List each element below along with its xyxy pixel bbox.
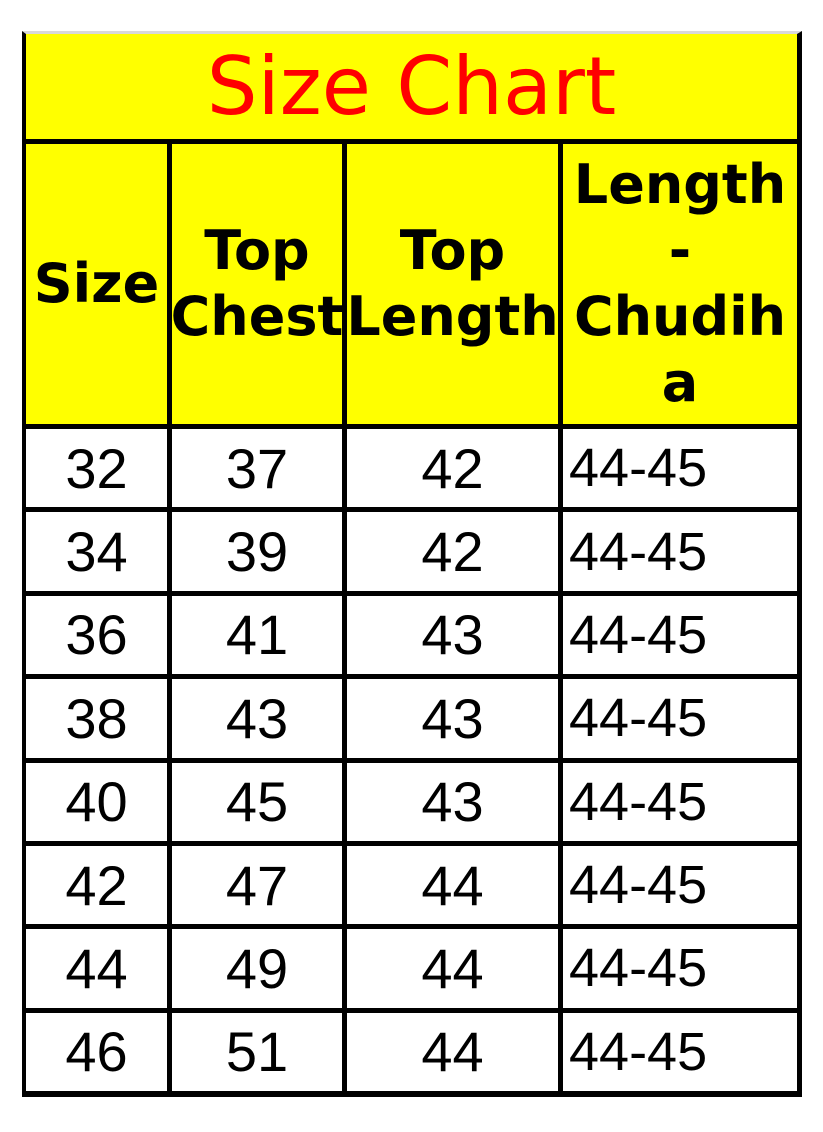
cell-top-length: 42 bbox=[347, 429, 558, 508]
column-header-top-chest: Top Chest bbox=[172, 144, 342, 424]
cell-top-chest: 39 bbox=[172, 512, 342, 591]
cell-top-chest: 45 bbox=[172, 762, 342, 841]
cell-size: 46 bbox=[26, 1012, 167, 1091]
cell-bottom-length: 44-45 bbox=[563, 1012, 797, 1091]
cell-bottom-length: 44-45 bbox=[563, 679, 797, 758]
cell-top-length: 44 bbox=[347, 1012, 558, 1091]
cell-size: 44 bbox=[26, 929, 167, 1008]
cell-top-length: 42 bbox=[347, 512, 558, 591]
cell-top-length: 44 bbox=[347, 845, 558, 925]
cell-bottom-length: 44-45 bbox=[563, 595, 797, 675]
cell-bottom-length: 44-45 bbox=[563, 929, 797, 1008]
cell-size: 34 bbox=[26, 512, 167, 591]
cell-top-length: 43 bbox=[347, 762, 558, 841]
cell-top-length: 43 bbox=[347, 679, 558, 758]
cell-top-chest: 41 bbox=[172, 595, 342, 675]
column-header-top-length: Top Length bbox=[347, 144, 558, 424]
cell-size: 40 bbox=[26, 762, 167, 841]
cell-size: 42 bbox=[26, 845, 167, 925]
column-header-bottom-length-chudihar: Bottom Length- Chudiha r bbox=[563, 144, 797, 424]
cell-top-chest: 47 bbox=[172, 845, 342, 925]
cell-top-length: 44 bbox=[347, 929, 558, 1008]
cell-size: 38 bbox=[26, 679, 167, 758]
cell-top-chest: 51 bbox=[172, 1012, 342, 1091]
cell-top-chest: 49 bbox=[172, 929, 342, 1008]
size-chart-title: Size Chart bbox=[26, 34, 797, 139]
cell-bottom-length: 44-45 bbox=[563, 512, 797, 591]
cell-bottom-length: 44-45 bbox=[563, 762, 797, 841]
column-header-size: Size bbox=[26, 144, 167, 424]
cell-size: 36 bbox=[26, 595, 167, 675]
cell-top-length: 43 bbox=[347, 595, 558, 675]
cell-bottom-length: 44-45 bbox=[563, 429, 797, 508]
cell-bottom-length: 44-45 bbox=[563, 845, 797, 925]
cell-top-chest: 43 bbox=[172, 679, 342, 758]
cell-size: 32 bbox=[26, 429, 167, 508]
size-chart-table: Size Chart Size Top Chest Top Length Bot… bbox=[22, 31, 802, 1097]
cell-top-chest: 37 bbox=[172, 429, 342, 508]
